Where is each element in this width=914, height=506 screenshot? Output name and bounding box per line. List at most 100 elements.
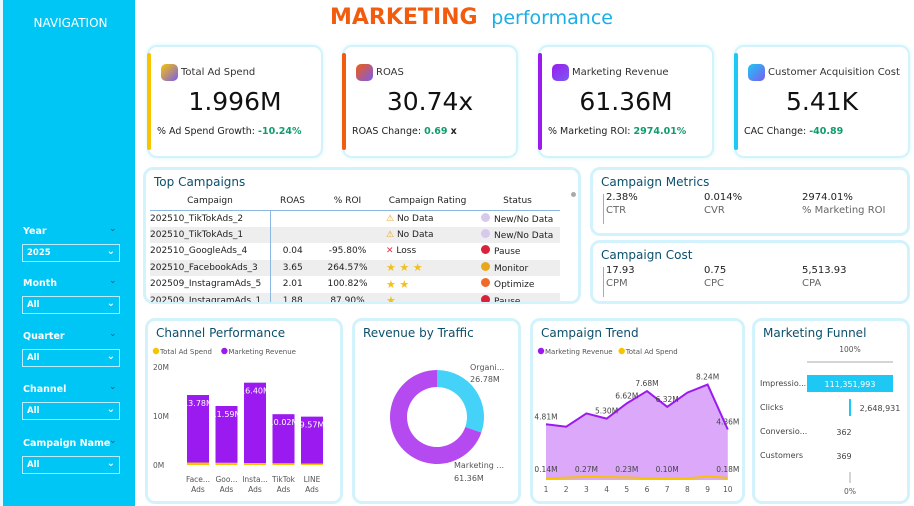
column-header[interactable]: % ROI — [315, 192, 380, 211]
status-cell: Optimize — [475, 276, 560, 293]
chevron-down-icon[interactable]: ⌄ — [109, 276, 117, 286]
top-campaigns-table: Top Campaigns Campaign ROAS% ROI Campaign … — [143, 167, 581, 304]
kpi-sub-value: 0.69 — [424, 126, 448, 137]
chevron-down-icon: ⌄ — [106, 458, 115, 469]
accent-bar — [147, 53, 151, 150]
warning-icon: ⚠ — [386, 229, 395, 240]
filter-label: Campaign Name — [23, 438, 111, 449]
status-dot-icon — [481, 245, 490, 255]
status-dot-icon — [481, 294, 490, 302]
filter-label: Month — [23, 278, 58, 289]
column-header[interactable]: Campaign Rating — [380, 192, 475, 211]
status-dot-icon — [481, 228, 490, 238]
chevron-down-icon: ⌄ — [106, 404, 115, 415]
campaign-cell: 202510_TikTokAds_2 — [150, 210, 271, 227]
rating-cell: ⚠ No Data — [380, 227, 475, 244]
status-text: Pause — [494, 247, 521, 258]
scrollbar[interactable] — [571, 192, 576, 197]
accent-bar — [538, 53, 542, 150]
kpi-value: 30.74x — [386, 87, 474, 116]
page-title: MARKETING performance — [330, 5, 613, 30]
chevron-down-icon[interactable]: ⌄ — [109, 224, 117, 234]
table-row[interactable]: 202510_TikTokAds_2 ⚠ No Data New/No Data — [150, 210, 560, 227]
table-row[interactable]: 202509_InstagramAds_1 1.88 87.90% ★ Paus… — [150, 292, 560, 302]
metric-label: CPM — [606, 278, 628, 289]
filter-value: All — [27, 460, 40, 470]
kpi-sub-value: 2974.01% — [633, 126, 687, 137]
campaign-trend-card: Campaign Trend — [530, 318, 745, 504]
table-row[interactable]: 202510_GoogleAds_4 0.04 -95.80% ✕ Loss P… — [150, 243, 560, 260]
status-text: Pause — [494, 296, 521, 302]
metric-cpm: 17.93 CPM — [606, 265, 635, 289]
traffic-title: Revenue by Traffic — [363, 326, 474, 340]
kpi-card: ROAS 30.74x ROAS Change: 0.69 x — [342, 45, 518, 158]
cross-icon: ✕ — [386, 246, 394, 257]
kpi-title: Marketing Revenue — [572, 67, 669, 78]
metric-value: 2.38% — [606, 192, 638, 203]
chevron-down-icon: ⌄ — [106, 298, 115, 309]
navigation-title: NAVIGATION — [33, 16, 108, 30]
chevron-down-icon[interactable]: ⌄ — [109, 382, 117, 392]
roi-cell: 87.90% — [330, 295, 365, 302]
money-hand-icon — [552, 64, 569, 81]
filter-label: Year — [23, 226, 47, 237]
column-header[interactable]: Status — [475, 192, 560, 211]
channel-title: Channel Performance — [156, 326, 286, 340]
rating-cell: ★ ★ — [380, 276, 475, 293]
roas-cell — [270, 210, 315, 227]
filter-dropdown[interactable]: 2025 ⌄ — [22, 244, 120, 262]
metric-label: CTR — [606, 205, 627, 216]
rating-cell: ⚠ No Data — [380, 210, 475, 227]
star-rating-icon: ★ — [386, 294, 396, 302]
status-dot-icon — [481, 212, 490, 222]
roas-cell: 3.65 — [282, 262, 303, 273]
title-light: performance — [491, 7, 613, 29]
status-cell: Monitor — [475, 260, 560, 277]
table-row[interactable]: 202510_TikTokAds_1 ⚠ No Data New/No Data — [150, 226, 560, 244]
kpi-subtext: CAC Change: -40.89 — [744, 126, 843, 137]
table-row[interactable]: 202510_FacebookAds_3 3.65 264.57% ★ ★ ★ … — [150, 259, 560, 277]
customer-coin-icon — [748, 64, 765, 81]
status-cell: New/No Data — [475, 227, 560, 244]
roi-cell: 100.82% — [327, 279, 368, 290]
kpi-sub-label: % Ad Spend Growth: — [157, 126, 255, 137]
revenue-traffic-card: Revenue by Traffic — [352, 318, 521, 504]
chevron-down-icon[interactable]: ⌄ — [109, 329, 117, 339]
table-row[interactable]: 202509_InstagramAds_5 2.01 100.82% ★ ★ O… — [150, 276, 560, 293]
metric-label: CVR — [704, 205, 725, 216]
roas-cell — [270, 227, 315, 244]
column-header[interactable]: Campaign — [150, 192, 270, 211]
metric-label: CPC — [704, 278, 724, 289]
status-dot-icon — [481, 261, 490, 271]
chevron-down-icon[interactable]: ⌄ — [109, 436, 117, 446]
top-campaigns-title: Top Campaigns — [154, 175, 246, 189]
status-cell: Pause — [475, 243, 560, 260]
kpi-title: Total Ad Spend — [181, 67, 256, 78]
kpi-value: 5.41K — [785, 87, 859, 116]
filter-dropdown[interactable]: All ⌄ — [22, 456, 120, 474]
campaign-metrics-title: Campaign Metrics — [601, 175, 710, 189]
kpi-value: 61.36M — [579, 87, 673, 116]
roi-cell — [315, 210, 380, 227]
roi-cell: -95.80% — [328, 246, 367, 257]
status-text: Monitor — [494, 263, 529, 274]
filter-dropdown[interactable]: All ⌄ — [22, 296, 120, 314]
kpi-sub-value: -40.89 — [809, 126, 844, 137]
campaign-metrics-card: Campaign Metrics 2.38% CTR 0.014% CVR 2974.0… — [590, 167, 910, 236]
kpi-sub-value: -10.24% — [258, 126, 302, 137]
chevron-down-icon: ⌄ — [106, 246, 115, 257]
filter-dropdown[interactable]: All ⌄ — [22, 402, 120, 420]
metric--marketing-roi: 2974.01% % Marketing ROI — [802, 192, 885, 216]
campaign-cell: 202509_InstagramAds_1 — [150, 292, 271, 302]
kpi-subtext: ROAS Change: 0.69 x — [352, 126, 457, 137]
star-rating-icon: ★ ★ ★ — [386, 261, 423, 275]
kpi-sub-label: CAC Change: — [744, 126, 807, 137]
metric-value: 2974.01% — [802, 192, 853, 203]
filter-dropdown[interactable]: All ⌄ — [22, 349, 120, 367]
roi-cell — [315, 227, 380, 244]
status-text: Optimize — [494, 280, 535, 291]
metric-cpc: 0.75 CPC — [704, 265, 726, 289]
roi-cell: 264.57% — [327, 262, 368, 273]
column-header[interactable]: ROAS — [270, 192, 315, 211]
metric-value: 0.75 — [704, 265, 727, 276]
